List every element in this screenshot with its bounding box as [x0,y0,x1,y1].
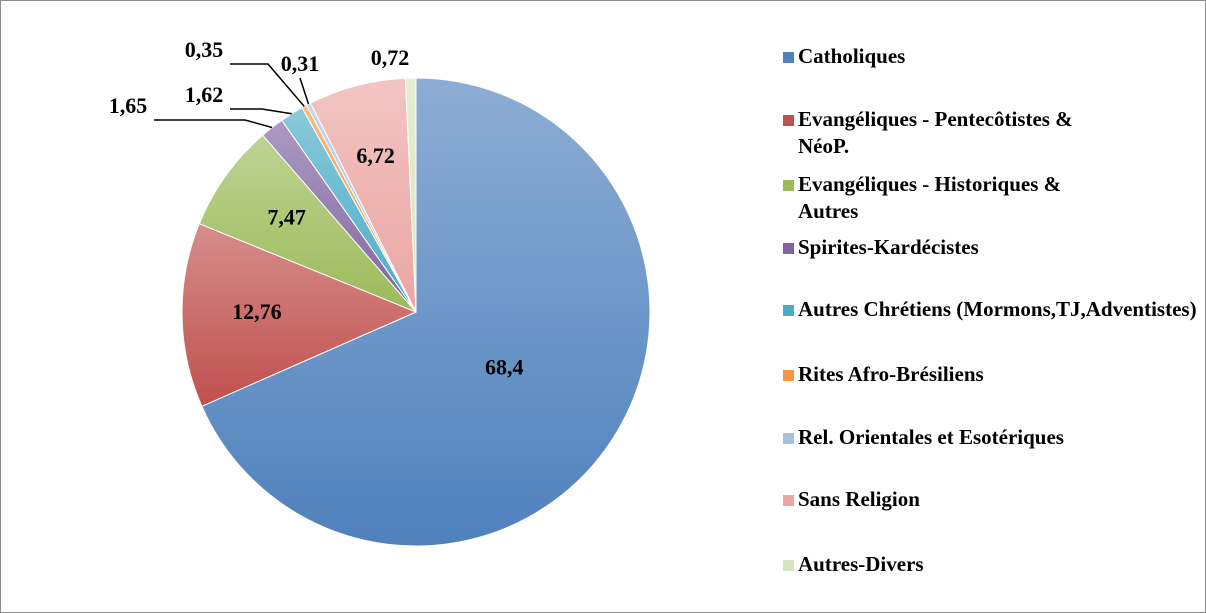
data-label: 0,72 [371,45,410,70]
legend-swatch [783,370,794,381]
legend-swatch [783,305,794,316]
data-label: 0,31 [281,51,320,76]
data-label: 68,4 [485,355,524,380]
legend-swatch [783,433,794,444]
legend-swatch [783,243,794,254]
data-label: 12,76 [232,299,282,324]
leader-line [154,119,273,129]
data-label: 1,65 [109,93,148,118]
legend-label: Autres-Divers [798,552,924,576]
data-label: 6,72 [356,143,395,168]
data-label: 1,62 [185,82,224,107]
legend-label: Evangéliques - Historiques & Autres [798,172,1062,223]
leader-line [299,77,310,105]
legend-label: Rel. Orientales et Esotériques [798,425,1064,449]
legend-swatch [783,52,794,63]
legend-swatch [783,180,794,191]
legend-label: Autres Chrétiens (Mormons,TJ,Adventistes… [798,297,1197,321]
leader-line [230,108,292,115]
legend-swatch [783,115,794,126]
legend-label: Catholiques [798,44,906,68]
legend-label: Evangéliques - Pentecôtistes & NéoP. [798,107,1073,158]
legend-label: Spirites-Kardécistes [798,235,979,259]
data-label: 7,47 [267,204,306,229]
data-label: 0,35 [185,37,224,62]
legend-swatch [783,560,794,571]
legend-swatch [783,495,794,506]
legend-label: Rites Afro-Brésiliens [798,362,984,386]
legend-label: Sans Religion [798,487,920,511]
leader-line [230,63,305,107]
